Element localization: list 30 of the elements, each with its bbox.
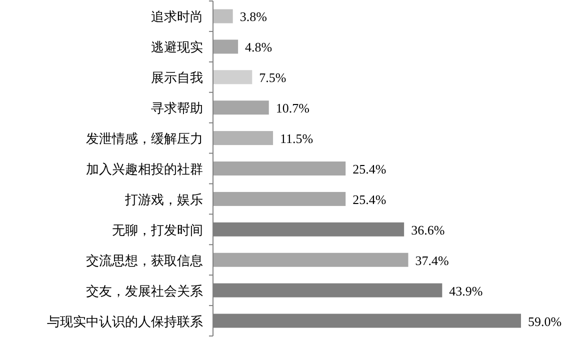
y-tick-label: 与现实中认识的人保持联系 (47, 314, 203, 329)
y-tick-label: 展示自我 (151, 70, 203, 86)
y-tick-label: 打游戏，娱乐 (124, 192, 203, 207)
bar (213, 70, 252, 84)
y-tick-label: 无聊，打发时间 (112, 222, 203, 238)
bar (213, 162, 346, 176)
y-tick-label: 交流思想，获取信息 (86, 252, 203, 268)
bar (213, 40, 238, 54)
data-label: 10.7% (276, 100, 310, 116)
data-label: 11.5% (280, 131, 314, 146)
y-tick-label: 交友，发展社会关系 (86, 283, 203, 298)
data-label: 25.4% (352, 162, 386, 176)
data-label: 7.5% (259, 70, 286, 86)
bar (213, 9, 233, 24)
data-label: 25.4% (352, 192, 386, 207)
data-label: 37.4% (415, 252, 449, 268)
data-label: 43.9% (449, 283, 483, 298)
y-tick-label: 寻求帮助 (151, 100, 203, 116)
bar (213, 192, 346, 206)
y-tick-label: 逃避现实 (151, 40, 203, 55)
bar (213, 131, 274, 146)
y-tick-label: 追求时尚 (151, 9, 203, 24)
y-tick-label: 发泄情感，缓解压力 (86, 131, 203, 146)
bar (213, 252, 408, 267)
bar (213, 100, 269, 115)
data-label: 3.8% (240, 9, 268, 24)
data-label: 4.8% (245, 40, 272, 55)
data-label: 36.6% (411, 222, 445, 238)
y-tick-label: 加入兴趣相投的社群 (86, 162, 203, 176)
data-label: 59.0% (528, 314, 562, 329)
